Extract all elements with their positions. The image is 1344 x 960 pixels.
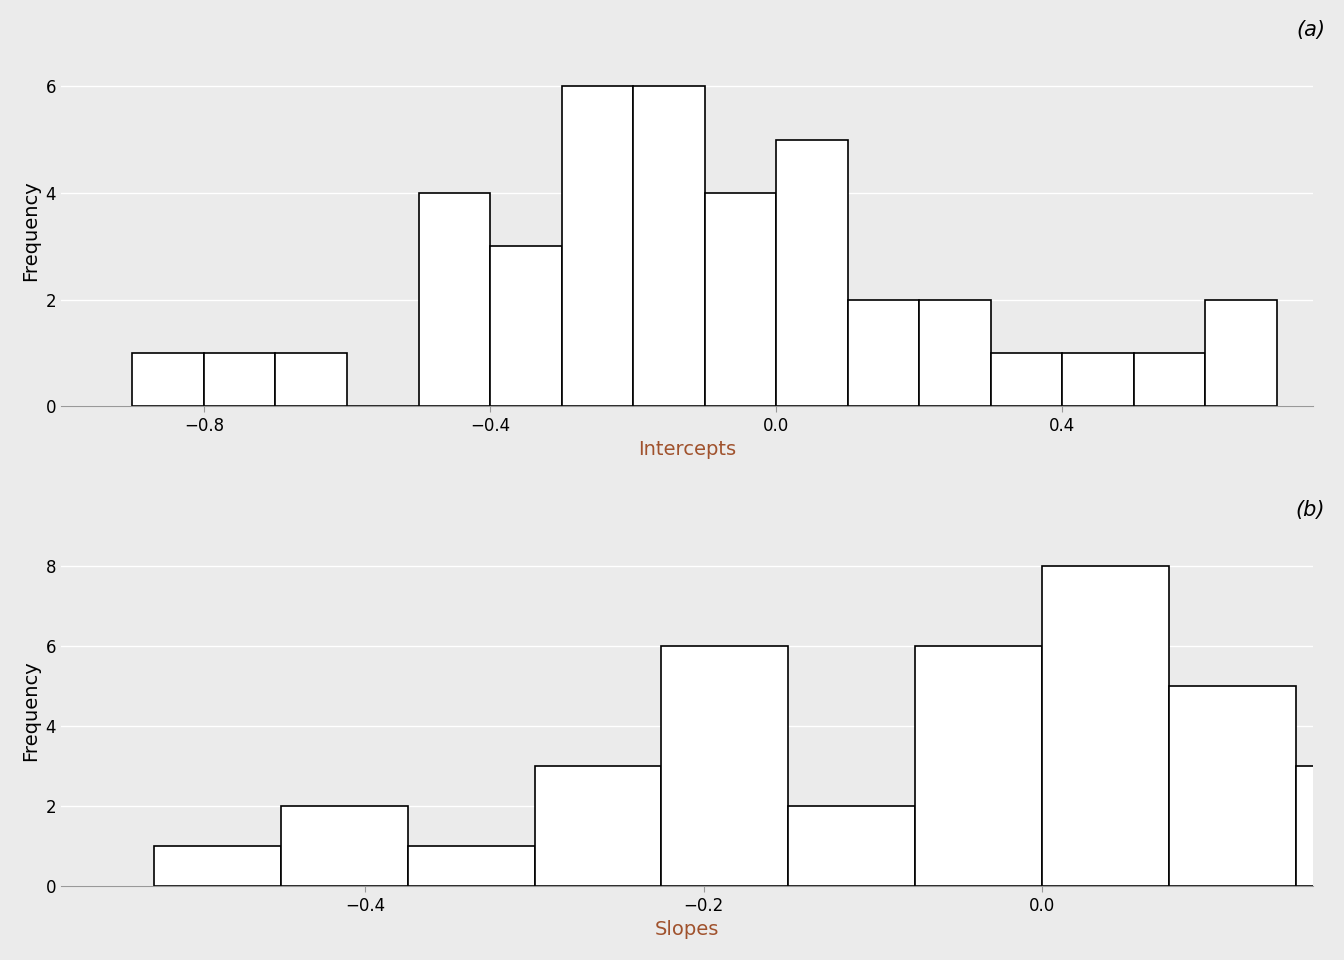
Bar [281,806,407,886]
Y-axis label: Frequency: Frequency [22,180,40,280]
Bar [789,806,915,886]
Bar [1042,566,1169,886]
X-axis label: Intercepts: Intercepts [638,441,737,459]
Bar [1062,353,1134,406]
Y-axis label: Frequency: Frequency [22,660,40,760]
Text: (b): (b) [1296,500,1325,520]
X-axis label: Slopes: Slopes [655,921,719,939]
Bar [1169,686,1296,886]
Bar [633,86,704,406]
Bar [155,846,281,886]
Bar [919,300,991,406]
Bar [1206,300,1277,406]
Bar [491,246,562,406]
Bar [991,353,1062,406]
Bar [915,646,1042,886]
Text: (a): (a) [1296,20,1325,40]
Bar [848,300,919,406]
Bar [276,353,347,406]
Bar [1296,766,1344,886]
Bar [133,353,204,406]
Bar [204,353,276,406]
Bar [407,846,535,886]
Bar [1134,353,1206,406]
Bar [418,193,491,406]
Bar [661,646,789,886]
Bar [704,193,777,406]
Bar [777,139,848,406]
Bar [562,86,633,406]
Bar [535,766,661,886]
